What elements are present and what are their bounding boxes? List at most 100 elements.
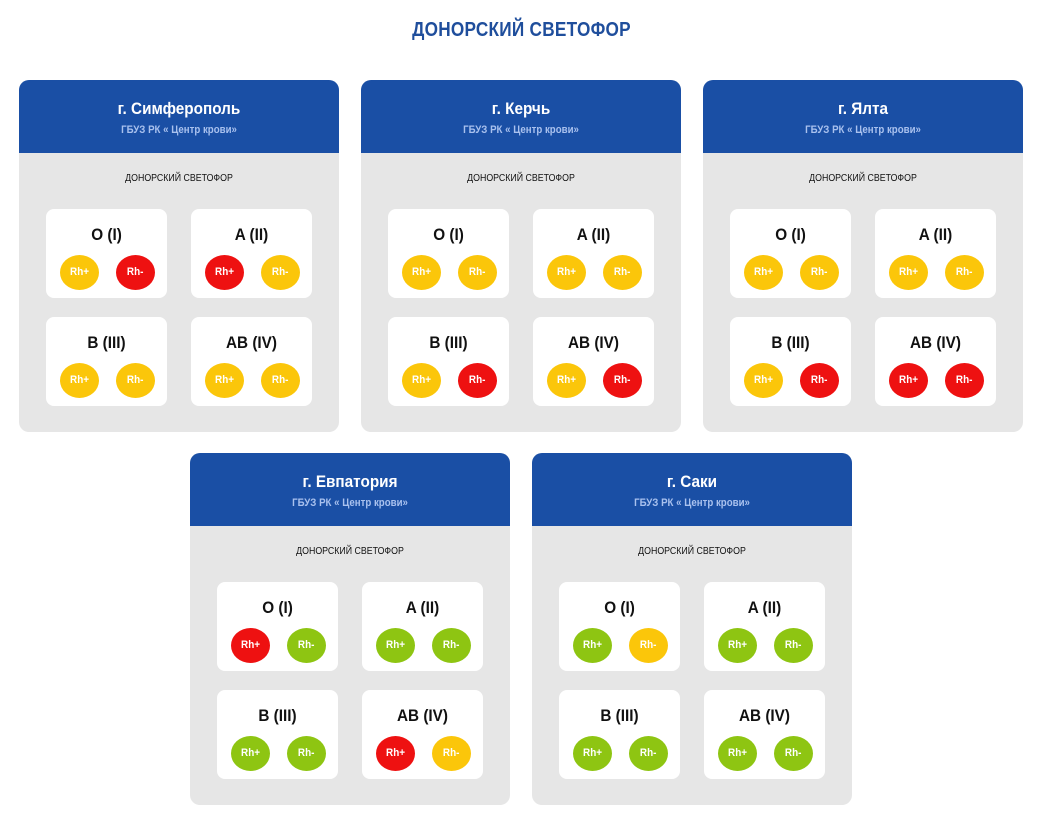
blood-group-label: A (II) (918, 225, 953, 244)
rh-negative-label: Rh- (469, 266, 486, 278)
city-card: г. Керчь ГБУЗ РК « Центр крови» ДОНОРСКИ… (361, 80, 681, 432)
rh-positive-label: Rh+ (412, 374, 431, 386)
rh-indicators: Rh+ Rh- (362, 628, 483, 666)
rh-positive-indicator: Rh+ (547, 363, 586, 398)
rh-indicators: Rh+ Rh- (191, 363, 312, 401)
blood-group-tile: A (II) Rh+ Rh- (191, 209, 312, 298)
rh-negative-indicator: Rh- (458, 255, 497, 290)
rh-negative-label: Rh- (443, 639, 460, 651)
rh-negative-indicator: Rh- (261, 255, 300, 290)
rh-negative-indicator: Rh- (603, 363, 642, 398)
rh-indicators: Rh+ Rh- (533, 363, 654, 401)
rh-positive-label: Rh+ (412, 266, 431, 278)
blood-group-label: AB (IV) (738, 706, 790, 725)
blood-group-tile: A (II) Rh+ Rh- (704, 582, 825, 671)
blood-group-label: O (I) (91, 225, 122, 244)
blood-group-tile: O (I) Rh+ Rh- (217, 582, 338, 671)
card-org-name: ГБУЗ РК « Центр крови» (463, 124, 579, 136)
rh-negative-indicator: Rh- (629, 736, 668, 771)
blood-group-tile: B (III) Rh+ Rh- (217, 690, 338, 779)
card-org-name: ГБУЗ РК « Центр крови» (634, 497, 750, 509)
blood-group-label: O (I) (262, 598, 293, 617)
blood-group-label: B (III) (87, 333, 126, 352)
rh-positive-label: Rh+ (583, 747, 602, 759)
blood-group-tile: O (I) Rh+ Rh- (730, 209, 851, 298)
rh-negative-indicator: Rh- (945, 363, 984, 398)
rh-negative-label: Rh- (640, 747, 657, 759)
rh-indicators: Rh+ Rh- (559, 628, 680, 666)
rh-indicators: Rh+ Rh- (191, 255, 312, 293)
card-subtitle: ДОНОРСКИЙ СВЕТОФОР (125, 173, 233, 184)
blood-group-tile: O (I) Rh+ Rh- (388, 209, 509, 298)
rh-positive-label: Rh+ (215, 374, 234, 386)
blood-group-tile: B (III) Rh+ Rh- (46, 317, 167, 406)
blood-group-tile: AB (IV) Rh+ Rh- (533, 317, 654, 406)
card-city-title: г. Ялта (837, 99, 889, 118)
card-header: г. Ялта ГБУЗ РК « Центр крови» (703, 80, 1023, 153)
rh-negative-label: Rh- (272, 374, 289, 386)
rh-negative-label: Rh- (785, 639, 802, 651)
rh-indicators: Rh+ Rh- (533, 255, 654, 293)
rh-negative-indicator: Rh- (458, 363, 497, 398)
rh-positive-indicator: Rh+ (376, 628, 415, 663)
rh-positive-label: Rh+ (728, 747, 747, 759)
rh-indicators: Rh+ Rh- (46, 363, 167, 401)
rh-negative-label: Rh- (469, 374, 486, 386)
rh-positive-indicator: Rh+ (889, 255, 928, 290)
blood-group-label: B (III) (258, 706, 297, 725)
blood-groups-grid: O (I) Rh+ Rh- A (II) Rh+ Rh- B (III) Rh+… (388, 209, 654, 407)
rh-indicators: Rh+ Rh- (217, 736, 338, 774)
rh-positive-indicator: Rh+ (60, 363, 99, 398)
card-org-name: ГБУЗ РК « Центр крови» (121, 124, 237, 136)
rh-negative-indicator: Rh- (603, 255, 642, 290)
blood-group-label: AB (IV) (567, 333, 619, 352)
rh-positive-label: Rh+ (899, 266, 918, 278)
blood-group-label: A (II) (234, 225, 269, 244)
blood-group-label: B (III) (429, 333, 468, 352)
rh-indicators: Rh+ Rh- (875, 255, 996, 293)
rh-negative-indicator: Rh- (945, 255, 984, 290)
blood-group-tile: O (I) Rh+ Rh- (46, 209, 167, 298)
rh-negative-indicator: Rh- (287, 628, 326, 663)
rh-negative-label: Rh- (298, 747, 315, 759)
blood-group-tile: B (III) Rh+ Rh- (559, 690, 680, 779)
card-header: г. Саки ГБУЗ РК « Центр крови» (532, 453, 852, 526)
card-city-title: г. Керчь (491, 99, 551, 118)
city-card: г. Симферополь ГБУЗ РК « Центр крови» ДО… (19, 80, 339, 432)
blood-groups-grid: O (I) Rh+ Rh- A (II) Rh+ Rh- B (III) Rh+… (730, 209, 996, 407)
blood-group-tile: AB (IV) Rh+ Rh- (362, 690, 483, 779)
rh-positive-indicator: Rh+ (547, 255, 586, 290)
rh-positive-label: Rh+ (899, 374, 918, 386)
blood-group-label: O (I) (775, 225, 806, 244)
rh-negative-indicator: Rh- (800, 363, 839, 398)
rh-positive-indicator: Rh+ (744, 363, 783, 398)
rh-negative-label: Rh- (272, 266, 289, 278)
rh-indicators: Rh+ Rh- (704, 736, 825, 774)
rh-indicators: Rh+ Rh- (704, 628, 825, 666)
rh-negative-indicator: Rh- (774, 736, 813, 771)
rh-negative-indicator: Rh- (432, 736, 471, 771)
rh-positive-indicator: Rh+ (744, 255, 783, 290)
blood-group-tile: B (III) Rh+ Rh- (388, 317, 509, 406)
rh-negative-indicator: Rh- (432, 628, 471, 663)
blood-group-label: A (II) (747, 598, 782, 617)
blood-groups-grid: O (I) Rh+ Rh- A (II) Rh+ Rh- B (III) Rh+… (559, 582, 825, 780)
blood-group-label: O (I) (604, 598, 635, 617)
blood-group-tile: AB (IV) Rh+ Rh- (191, 317, 312, 406)
rh-negative-label: Rh- (614, 266, 631, 278)
rh-indicators: Rh+ Rh- (362, 736, 483, 774)
rh-positive-indicator: Rh+ (573, 736, 612, 771)
rh-positive-label: Rh+ (215, 266, 234, 278)
rh-negative-indicator: Rh- (287, 736, 326, 771)
rh-negative-label: Rh- (785, 747, 802, 759)
rh-positive-indicator: Rh+ (889, 363, 928, 398)
blood-group-tile: A (II) Rh+ Rh- (533, 209, 654, 298)
rh-positive-indicator: Rh+ (718, 628, 757, 663)
city-card: г. Ялта ГБУЗ РК « Центр крови» ДОНОРСКИЙ… (703, 80, 1023, 432)
rh-positive-indicator: Rh+ (402, 363, 441, 398)
blood-group-tile: B (III) Rh+ Rh- (730, 317, 851, 406)
rh-negative-indicator: Rh- (261, 363, 300, 398)
rh-indicators: Rh+ Rh- (388, 363, 509, 401)
blood-group-label: B (III) (771, 333, 810, 352)
rh-positive-label: Rh+ (386, 639, 405, 651)
